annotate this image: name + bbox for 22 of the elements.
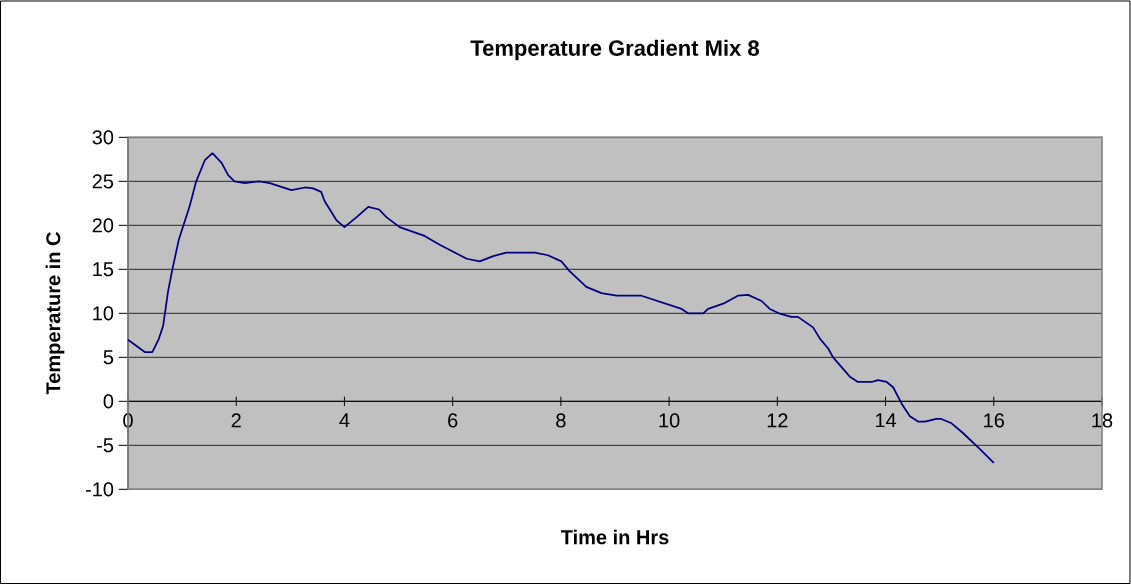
x-tick-label: 16	[984, 413, 1005, 428]
x-tick-label: 12	[767, 413, 788, 428]
x-tick-label: 2	[231, 413, 241, 428]
x-tick-label: 14	[875, 413, 897, 428]
x-tick-label: 6	[448, 413, 458, 428]
chart-title: Temperature Gradient Mix 8	[470, 39, 759, 61]
x-tick-label: 4	[339, 413, 350, 428]
y-tick-label: 15	[93, 262, 114, 277]
x-tick-label: 18	[1092, 413, 1113, 428]
y-axis-title: Temperature in C	[45, 232, 65, 395]
y-tick-label: -5	[97, 438, 114, 453]
x-tick-label: 0	[123, 413, 133, 428]
x-tick-label: 8	[556, 413, 566, 428]
y-tick-label: -10	[85, 482, 114, 497]
x-tick-label: 10	[659, 413, 680, 428]
x-axis-title: Time in Hrs	[560, 529, 669, 545]
y-tick-label: 0	[103, 394, 114, 409]
y-tick-label: 20	[92, 218, 114, 233]
y-tick-label: 5	[103, 350, 114, 365]
y-tick-label: 25	[92, 174, 114, 189]
y-tick-label: 10	[93, 306, 114, 321]
y-tick-label: 30	[92, 130, 114, 145]
